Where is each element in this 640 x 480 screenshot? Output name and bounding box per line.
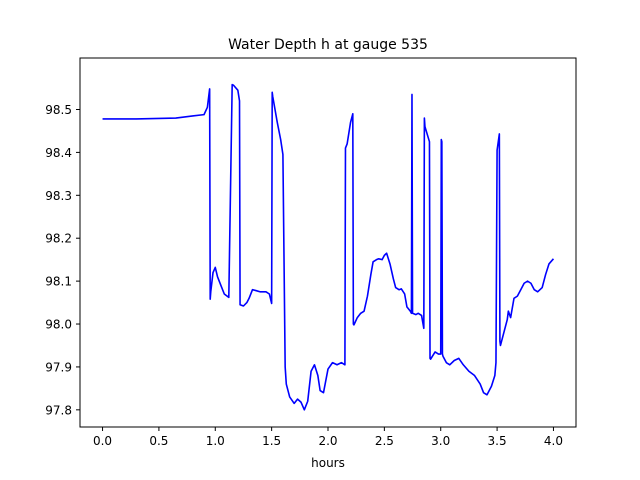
y-tick-label: 97.8 — [45, 403, 72, 417]
x-tick-label: 0.5 — [149, 434, 168, 448]
x-tick-label: 3.5 — [488, 434, 507, 448]
y-tick-label: 98.0 — [45, 318, 72, 332]
y-tick-label: 98.1 — [45, 275, 72, 289]
x-axis-label: hours — [311, 456, 345, 470]
series-line-0 — [102, 83, 555, 411]
x-tick-label: 1.0 — [206, 434, 225, 448]
x-tick-label: 3.0 — [431, 434, 450, 448]
x-tick-label: 2.0 — [318, 434, 337, 448]
chart-title: Water Depth h at gauge 535 — [228, 37, 428, 53]
y-tick-label: 98.2 — [45, 232, 72, 246]
y-tick-label: 98.5 — [45, 103, 72, 117]
y-tick-label: 97.9 — [45, 360, 72, 374]
y-tick-label: 98.3 — [45, 189, 72, 203]
plot-area: 0.0 0.5 1.0 1.5 2.0 2.5 3.0 3.5 4.0 97.8 97.9 98.0 9… — [45, 57, 577, 448]
y-tick-label: 98.4 — [45, 146, 72, 160]
x-tick-label: 4.0 — [544, 434, 563, 448]
x-tick-label: 2.5 — [375, 434, 394, 448]
x-tick-label: 1.5 — [262, 434, 281, 448]
x-tick-label: 0.0 — [93, 434, 112, 448]
